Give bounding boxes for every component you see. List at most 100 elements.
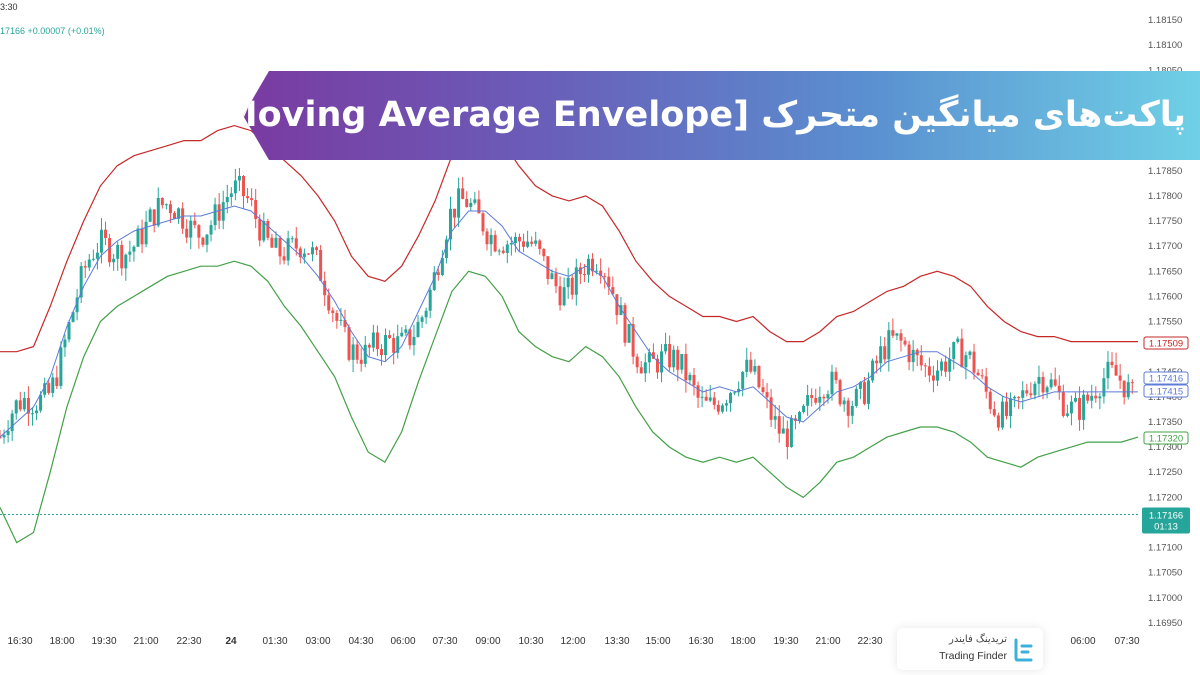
candle-body xyxy=(586,258,590,275)
candle-body xyxy=(1090,395,1094,401)
price-tag-label: 1.17509 xyxy=(1149,339,1183,350)
candle-body xyxy=(371,332,375,348)
x-tick-label: 07:30 xyxy=(432,636,457,647)
candle-body xyxy=(984,376,988,392)
candle-body xyxy=(777,416,781,434)
candle-body xyxy=(197,225,201,238)
candle-body xyxy=(262,220,266,241)
candle-body xyxy=(351,344,355,360)
candle-body xyxy=(862,382,866,404)
candle-body xyxy=(453,208,457,218)
candle-body xyxy=(99,229,103,253)
candle-body xyxy=(660,351,664,373)
x-tick-label: 06:00 xyxy=(390,636,415,647)
y-tick-label: 1.17700 xyxy=(1148,241,1182,252)
candle-body xyxy=(1106,361,1110,379)
candle-body xyxy=(396,336,400,353)
candle-body xyxy=(720,405,724,412)
candle-body xyxy=(931,375,935,381)
x-axis[interactable]: 16:30 18:00 19:30 21:00 22:30 24 01:30 03:00 04:… xyxy=(7,636,1139,647)
candle-body xyxy=(688,374,692,381)
x-tick-label: 15:00 xyxy=(645,636,670,647)
candle-body xyxy=(388,335,392,339)
candle-body xyxy=(355,344,359,360)
candle-body xyxy=(842,400,846,405)
candle-body xyxy=(1057,385,1061,393)
candle-body xyxy=(1102,378,1106,397)
candle-body xyxy=(258,219,262,241)
candle-body xyxy=(6,431,10,436)
candle-body xyxy=(1033,383,1037,396)
candle-body xyxy=(282,256,286,261)
candle-body xyxy=(250,198,254,201)
candle-body xyxy=(1053,379,1057,386)
candle-body xyxy=(144,221,148,245)
candle-body xyxy=(173,213,177,219)
candle-body xyxy=(246,196,250,199)
candle-body xyxy=(1122,380,1126,398)
candle-body xyxy=(522,241,526,247)
candle-body xyxy=(274,237,278,248)
x-tick-label: 03:00 xyxy=(305,636,330,647)
candle-body xyxy=(927,366,931,376)
candle-body xyxy=(242,175,246,197)
candle-body xyxy=(1130,382,1134,384)
candle-body xyxy=(753,366,757,372)
candle-body xyxy=(1098,396,1102,399)
candle-body xyxy=(489,234,493,245)
candle-body xyxy=(1069,401,1073,414)
candle-body xyxy=(347,327,351,360)
candle-body xyxy=(343,319,347,328)
candle-body xyxy=(1110,361,1114,366)
candle-body xyxy=(1004,401,1008,416)
x-tick-label: 21:00 xyxy=(815,636,840,647)
candle-body xyxy=(55,377,59,387)
envelope-lines-layer xyxy=(0,124,1139,544)
candle-body xyxy=(193,220,197,226)
candle-body xyxy=(1021,390,1025,398)
candles-layer xyxy=(0,167,1134,460)
candle-body xyxy=(465,198,469,207)
candle-body xyxy=(444,239,448,258)
candle-body xyxy=(704,396,708,401)
candle-body xyxy=(440,257,444,276)
candle-body xyxy=(972,351,976,373)
candle-body xyxy=(891,330,895,336)
candle-body xyxy=(818,396,822,403)
candle-body xyxy=(530,241,534,244)
price-tag-label: 1.17415 xyxy=(1149,387,1183,398)
candle-body xyxy=(867,380,871,404)
last-price-value: 1.17166 xyxy=(1149,510,1183,521)
x-tick-label: 04:30 xyxy=(348,636,373,647)
candle-body xyxy=(160,197,164,206)
candle-body xyxy=(907,344,911,363)
candle-body xyxy=(384,335,388,356)
price-tag-label: 1.17320 xyxy=(1149,434,1183,445)
candle-body xyxy=(505,244,509,253)
candle-body xyxy=(327,295,331,311)
candle-body xyxy=(209,225,213,235)
y-tick-label: 1.16950 xyxy=(1148,618,1182,629)
candle-body xyxy=(254,200,258,220)
candle-body xyxy=(712,397,716,405)
x-tick-label: 18:00 xyxy=(49,636,74,647)
y-tick-label: 1.17550 xyxy=(1148,317,1182,328)
candle-body xyxy=(501,250,505,253)
candle-body xyxy=(737,388,741,393)
candle-body xyxy=(26,398,30,414)
candle-body xyxy=(367,344,371,348)
candle-body xyxy=(43,383,47,395)
candle-body xyxy=(996,415,1000,428)
candle-body xyxy=(992,409,996,416)
candle-body xyxy=(672,349,676,368)
candle-body xyxy=(854,388,858,406)
candle-body xyxy=(968,351,972,356)
candle-body xyxy=(623,305,627,343)
candle-body xyxy=(424,310,428,318)
candle-body xyxy=(976,372,980,376)
candle-body xyxy=(635,356,639,368)
last-price-badge xyxy=(1142,507,1190,534)
candle-body xyxy=(412,336,416,346)
candle-body xyxy=(205,234,209,245)
